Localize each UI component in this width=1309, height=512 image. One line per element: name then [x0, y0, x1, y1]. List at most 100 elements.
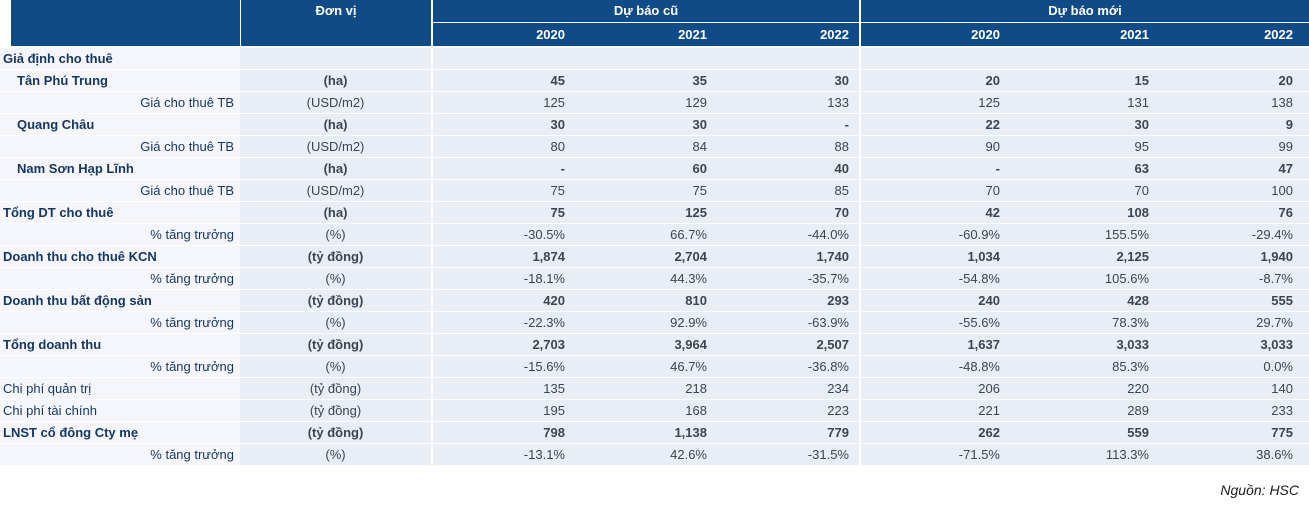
forecast-table: Đơn vị Dự báo cũ Dự báo mới 2020 2021 20… — [0, 0, 1309, 498]
new-forecast-value-2021: 95 — [1010, 136, 1159, 158]
row-unit: (ha) — [240, 158, 431, 180]
row-unit: (ha) — [240, 70, 431, 92]
column-gap — [431, 202, 433, 224]
column-gap — [859, 224, 861, 246]
column-gap — [859, 312, 861, 334]
old-forecast-value-2022: 30 — [717, 70, 859, 92]
old-forecast-value-2020: 45 — [433, 70, 575, 92]
header-group-old-forecast: Dự báo cũ — [433, 0, 859, 22]
column-gap — [431, 136, 433, 158]
new-forecast-value-2020: 20 — [861, 70, 1010, 92]
new-forecast-value-2020: -48.8% — [861, 356, 1010, 378]
row-unit: (ha) — [240, 114, 431, 136]
new-forecast-value-2020: -55.6% — [861, 312, 1010, 334]
row-label: % tăng trưởng — [0, 356, 240, 378]
column-gap — [859, 422, 861, 444]
new-forecast-value-2022: 555 — [1159, 290, 1309, 312]
new-forecast-value-2021: 78.3% — [1010, 312, 1159, 334]
row-unit — [240, 48, 431, 70]
new-forecast-value-2020: 70 — [861, 180, 1010, 202]
row-label: Giả định cho thuê — [0, 48, 240, 70]
column-gap — [859, 92, 861, 114]
old-forecast-value-2022 — [717, 48, 859, 70]
old-forecast-value-2020: -15.6% — [433, 356, 575, 378]
new-forecast-value-2021: 108 — [1010, 202, 1159, 224]
row-label: % tăng trưởng — [0, 268, 240, 290]
new-forecast-value-2021 — [1010, 48, 1159, 70]
old-forecast-value-2021: 3,964 — [575, 334, 717, 356]
old-forecast-value-2020: 195 — [433, 400, 575, 422]
old-forecast-value-2022: -44.0% — [717, 224, 859, 246]
old-forecast-value-2022: 88 — [717, 136, 859, 158]
row-label: Nam Sơn Hạp Lĩnh — [0, 158, 240, 180]
row-unit: (USD/m2) — [240, 136, 431, 158]
table-row: Tổng DT cho thuê (ha) 75 125 70 42 108 7… — [0, 202, 1309, 224]
header-unit-column: Đơn vị — [240, 0, 431, 46]
column-gap — [431, 268, 433, 290]
old-forecast-value-2022: 223 — [717, 400, 859, 422]
header-year-old-2021: 2021 — [575, 22, 717, 46]
row-unit: (%) — [240, 224, 431, 246]
row-unit: (USD/m2) — [240, 92, 431, 114]
new-forecast-value-2022: 47 — [1159, 158, 1309, 180]
old-forecast-value-2020: - — [433, 158, 575, 180]
new-forecast-value-2021: 113.3% — [1010, 444, 1159, 466]
old-forecast-value-2022: 779 — [717, 422, 859, 444]
old-forecast-value-2021: 66.7% — [575, 224, 717, 246]
old-forecast-value-2021: 84 — [575, 136, 717, 158]
old-forecast-value-2022: 85 — [717, 180, 859, 202]
old-forecast-value-2020: 420 — [433, 290, 575, 312]
new-forecast-value-2022: 9 — [1159, 114, 1309, 136]
header-year-old-2022: 2022 — [717, 22, 859, 46]
row-unit: (tỷ đồng) — [240, 290, 431, 312]
row-unit: (ha) — [240, 202, 431, 224]
new-forecast-value-2022: -29.4% — [1159, 224, 1309, 246]
old-forecast-value-2022: -36.8% — [717, 356, 859, 378]
column-gap — [859, 356, 861, 378]
row-unit: (tỷ đồng) — [240, 334, 431, 356]
header-group-new-forecast: Dự báo mới — [861, 0, 1309, 22]
old-forecast-value-2020: -18.1% — [433, 268, 575, 290]
new-forecast-value-2020: 1,637 — [861, 334, 1010, 356]
table-row: % tăng trưởng (%) -22.3% 92.9% -63.9% -5… — [0, 312, 1309, 334]
new-forecast-value-2022: 29.7% — [1159, 312, 1309, 334]
new-forecast-value-2020: - — [861, 158, 1010, 180]
table-row: Doanh thu cho thuê KCN (tỷ đồng) 1,874 2… — [0, 246, 1309, 268]
column-gap — [859, 290, 861, 312]
table-row: Giá cho thuê TB (USD/m2) 80 84 88 90 95 … — [0, 136, 1309, 158]
new-forecast-value-2022 — [1159, 48, 1309, 70]
old-forecast-value-2021: 129 — [575, 92, 717, 114]
old-forecast-value-2022: 1,740 — [717, 246, 859, 268]
new-forecast-value-2022: 99 — [1159, 136, 1309, 158]
row-label: Giá cho thuê TB — [0, 136, 240, 158]
old-forecast-value-2021: 46.7% — [575, 356, 717, 378]
old-forecast-value-2022: 70 — [717, 202, 859, 224]
table-row: Tân Phú Trung (ha) 45 35 30 20 15 20 — [0, 70, 1309, 92]
row-label: Quang Châu — [0, 114, 240, 136]
new-forecast-value-2022: 140 — [1159, 378, 1309, 400]
new-forecast-value-2022: 138 — [1159, 92, 1309, 114]
row-label: Tổng DT cho thuê — [0, 202, 240, 224]
row-label: % tăng trưởng — [0, 312, 240, 334]
column-gap — [859, 48, 861, 70]
old-forecast-value-2020: 798 — [433, 422, 575, 444]
column-gap — [431, 334, 433, 356]
row-unit: (tỷ đồng) — [240, 422, 431, 444]
column-gap — [859, 70, 861, 92]
table-row: % tăng trưởng (%) -15.6% 46.7% -36.8% -4… — [0, 356, 1309, 378]
row-label: % tăng trưởng — [0, 224, 240, 246]
old-forecast-value-2022: -63.9% — [717, 312, 859, 334]
column-gap — [431, 70, 433, 92]
row-label: Tổng doanh thu — [0, 334, 240, 356]
new-forecast-value-2021: 131 — [1010, 92, 1159, 114]
column-gap — [431, 444, 433, 466]
new-forecast-value-2020: 22 — [861, 114, 1010, 136]
table-header: Đơn vị Dự báo cũ Dự báo mới 2020 2021 20… — [0, 0, 1309, 46]
old-forecast-value-2021 — [575, 48, 717, 70]
old-forecast-value-2020: 75 — [433, 180, 575, 202]
old-forecast-value-2021: 75 — [575, 180, 717, 202]
column-gap — [431, 422, 433, 444]
old-forecast-value-2020: 1,874 — [433, 246, 575, 268]
old-forecast-value-2020: 2,703 — [433, 334, 575, 356]
old-forecast-value-2022: -35.7% — [717, 268, 859, 290]
